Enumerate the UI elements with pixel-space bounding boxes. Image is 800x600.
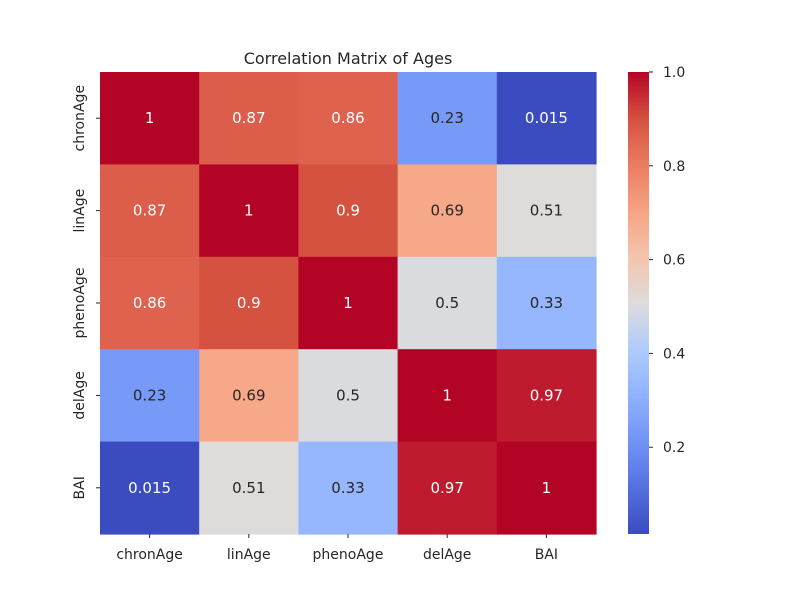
cell-value-label: 0.33 (530, 294, 563, 312)
cell-value-label: 0.23 (430, 109, 463, 127)
heatmap-cell (496, 256, 597, 350)
heatmap-cell (397, 256, 498, 350)
cell-value-label: 0.86 (331, 109, 364, 127)
heatmap-cell (496, 72, 597, 165)
cell-value-label: 0.9 (237, 294, 261, 312)
y-tick-label: chronAge (72, 85, 88, 152)
colorbar-tick-label: 0.2 (663, 440, 685, 456)
cell-value-label: 1 (244, 202, 254, 220)
heatmap-cell (397, 441, 498, 535)
colorbar (628, 72, 649, 534)
heatmap-cell (496, 164, 597, 258)
cell-value-label: 1 (442, 386, 452, 404)
cell-value-label: 0.97 (530, 386, 563, 404)
cell-value-label: 0.33 (331, 479, 364, 497)
cell-value-label: 0.5 (435, 294, 459, 312)
chart-title: Correlation Matrix of Ages (244, 49, 453, 68)
heatmap-cell (397, 349, 498, 443)
x-axis-tick-labels: chronAge linAge phenoAge delAge BAI (116, 534, 558, 563)
x-tick-label: delAge (423, 547, 471, 563)
heatmap-cell (100, 164, 200, 258)
cell-value-label: 0.51 (232, 479, 265, 497)
cell-value-label: 0.015 (525, 109, 568, 127)
cell-value-label: 0.97 (430, 479, 463, 497)
cell-value-label: 1 (542, 479, 552, 497)
heatmap-cell (100, 72, 200, 165)
cell-value-label: 0.51 (530, 202, 563, 220)
cell-value-label: 0.5 (336, 386, 360, 404)
heatmap-cell (397, 164, 498, 258)
heatmap-cell (100, 256, 200, 350)
cell-value-label: 0.015 (128, 479, 171, 497)
heatmap-cell (298, 441, 399, 535)
cell-value-label: 0.69 (430, 202, 463, 220)
heatmap-cell (100, 441, 200, 535)
heatmap-cell (199, 72, 299, 165)
x-tick-label: chronAge (116, 547, 183, 563)
cell-value-label: 0.9 (336, 202, 360, 220)
heatmap-cell (298, 256, 399, 350)
heatmap-cell (199, 256, 299, 350)
heatmap-cell (496, 441, 597, 535)
cell-value-label: 0.87 (133, 202, 166, 220)
colorbar-tick-label: 0.4 (663, 346, 685, 362)
colorbar-tick-label: 1.0 (663, 65, 685, 81)
heatmap-cell (199, 349, 299, 443)
colorbar-tick-label: 0.6 (663, 253, 685, 269)
cell-value-label: 0.69 (232, 386, 265, 404)
cell-value-label: 0.86 (133, 294, 166, 312)
heatmap-cell (298, 164, 399, 258)
y-tick-label: linAge (72, 189, 88, 233)
heatmap-cell (298, 349, 399, 443)
y-tick-label: phenoAge (72, 268, 88, 339)
cell-value-label: 1 (145, 109, 155, 127)
x-tick-label: BAI (535, 547, 558, 563)
heatmap-cell (199, 164, 299, 258)
heatmap-cell (496, 349, 597, 443)
heatmap-cell (199, 441, 299, 535)
y-axis-tick-labels: chronAge linAge phenoAge delAge BAI (72, 85, 100, 499)
x-tick-label: linAge (227, 547, 271, 563)
y-tick-label: BAI (72, 476, 88, 499)
heatmap-cell (100, 349, 200, 443)
colorbar-ticks: 0.2 0.4 0.6 0.8 1.0 (649, 65, 685, 456)
x-tick-label: phenoAge (313, 547, 384, 563)
cell-value-label: 0.87 (232, 109, 265, 127)
cell-value-label: 1 (343, 294, 353, 312)
heatmap-cell (298, 72, 399, 165)
cell-value-label: 0.23 (133, 386, 166, 404)
y-tick-label: delAge (72, 371, 88, 419)
heatmap-cell (397, 72, 498, 165)
colorbar-tick-label: 0.8 (663, 159, 685, 175)
